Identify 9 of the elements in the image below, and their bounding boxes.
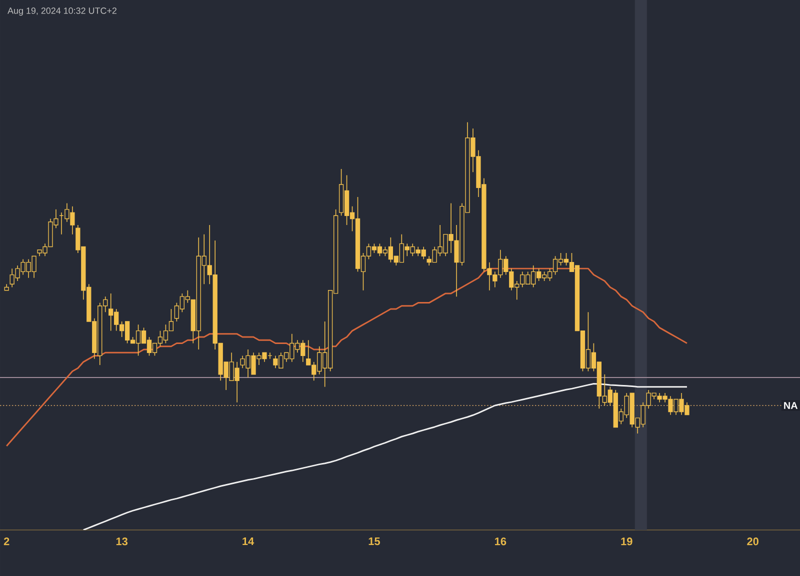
x-tick-label: 16 [495, 538, 506, 546]
x-tick-label: 2 [4, 538, 10, 546]
x-tick-label: 19 [621, 538, 632, 546]
x-tick-label: 15 [368, 538, 380, 546]
x-tick-label: 14 [242, 538, 254, 546]
text: Aug 19, 2024 10:32 UTC+2 [8, 8, 116, 16]
ref-line-label: NA [784, 402, 798, 409]
x-tick-label: 20 [747, 538, 758, 546]
x-tick-label: 13 [116, 538, 128, 546]
